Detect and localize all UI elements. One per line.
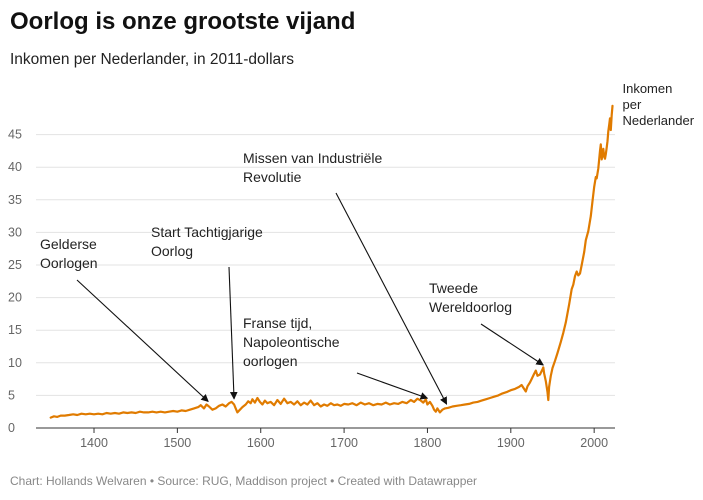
y-tick-label: 40 [8, 160, 22, 174]
annotation-text: Napoleontische [243, 334, 340, 350]
x-tick-label: 1500 [163, 436, 191, 450]
x-tick-label: 1800 [414, 436, 442, 450]
data-series [49, 104, 614, 419]
x-tick-label: 1600 [247, 436, 275, 450]
x-tick-label: 1700 [330, 436, 358, 450]
y-tick-label: 0 [8, 421, 15, 435]
annotation: Franse tijd, Napoleontische oorlogen [243, 315, 429, 400]
y-tick-label: 5 [8, 388, 15, 402]
annotation: Tweede Wereldoorlog [429, 280, 544, 366]
series-label: Inkomen [622, 81, 672, 96]
annotation-arrow [480, 323, 544, 366]
axes: 0 5 10 15 20 25 30 35 40 45 1400 1500 1600 1700 1800 19… [8, 128, 615, 450]
series-label: Nederlander [622, 113, 694, 128]
x-tick-label: 2000 [580, 436, 608, 450]
annotation: Start Tachtigjarige Oorlog [151, 224, 263, 400]
chart-title: Oorlog is onze grootste vijand [10, 8, 356, 35]
annotation-arrow [335, 192, 448, 405]
line-chart: 0 5 10 15 20 25 30 35 40 45 1400 1500 1600 1700 1800 19… [8, 81, 695, 450]
y-tick-label: 45 [8, 128, 22, 142]
annotation-text: Tweede [429, 280, 478, 296]
y-tick-label: 15 [8, 323, 22, 337]
series-label: per [622, 97, 641, 112]
grid [36, 134, 615, 396]
annotation: Gelderse Oorlogen [40, 236, 209, 403]
y-tick-label: 20 [8, 291, 22, 305]
annotation-text: Oorlog [151, 243, 193, 259]
annotation-text: Gelderse [40, 236, 97, 252]
annotation-text: Start Tachtigjarige [151, 224, 263, 240]
annotation-arrow [76, 279, 209, 403]
series-line [49, 104, 614, 419]
y-tick-label: 30 [8, 225, 22, 239]
x-tick-label: 1900 [497, 436, 525, 450]
x-tick-label: 1400 [80, 436, 108, 450]
annotation-text: Wereldoorlog [429, 299, 512, 315]
annotation-text: Oorlogen [40, 255, 98, 271]
y-tick-label: 35 [8, 193, 22, 207]
chart-footer: Chart: Hollands Welvaren • Source: RUG, … [10, 474, 478, 488]
y-tick-label: 25 [8, 258, 22, 272]
annotation-text: Franse tijd, [243, 315, 312, 331]
annotation-text: Missen van Industriële [243, 150, 383, 166]
annotation-text: oorlogen [243, 353, 298, 369]
annotation-arrow [356, 372, 429, 400]
chart-subtitle: Inkomen per Nederlander, in 2011-dollars [10, 51, 295, 68]
annotation-text: Revolutie [243, 169, 302, 185]
y-tick-label: 10 [8, 356, 22, 370]
annotation-arrow [228, 266, 238, 400]
annotation: Missen van Industriële Revolutie [243, 150, 448, 405]
